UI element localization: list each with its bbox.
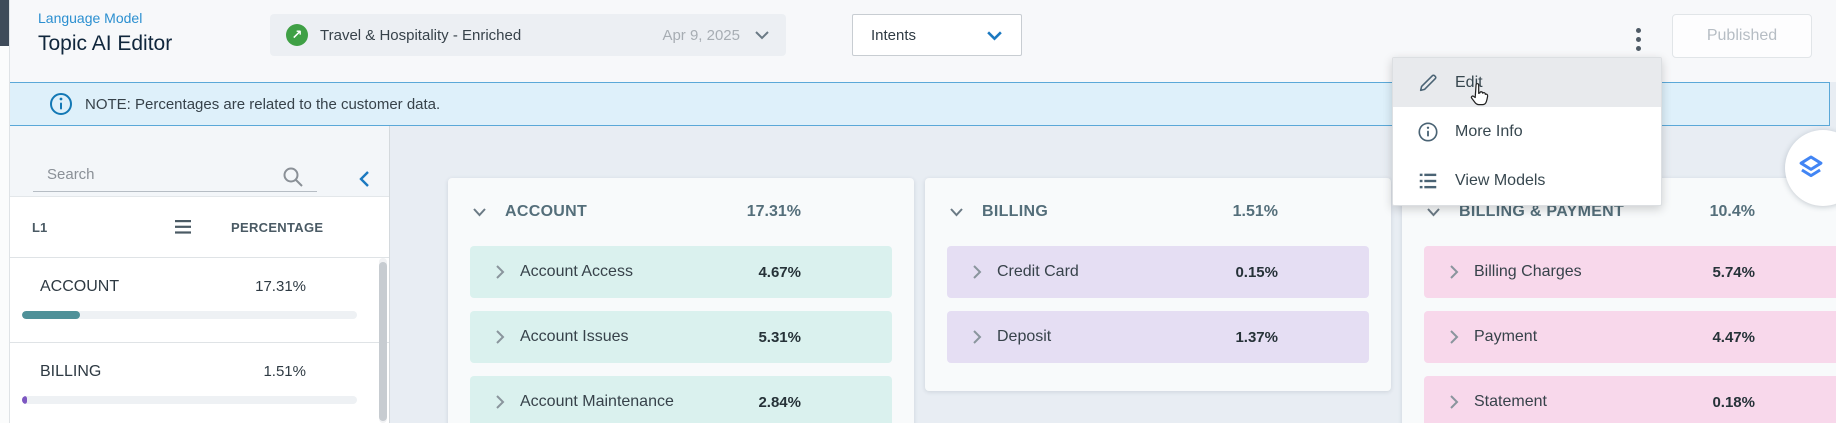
subtopic-value: 5.74% xyxy=(1712,263,1755,281)
breadcrumb-language-model[interactable]: Language Model xyxy=(38,10,143,26)
subtopic-row[interactable]: Credit Card 0.15% xyxy=(947,246,1369,298)
collapse-sidebar-icon[interactable] xyxy=(358,170,370,188)
info-icon xyxy=(50,93,72,115)
menu-item-label: View Models xyxy=(1455,171,1546,189)
subtopic-row[interactable]: Billing Charges 5.74% xyxy=(1424,246,1836,298)
chevron-right-icon[interactable] xyxy=(1449,329,1459,345)
topics-canvas: ACCOUNT 17.31% Account Access 4.67% Acco… xyxy=(390,126,1836,423)
scrollbar-thumb[interactable] xyxy=(379,262,387,421)
topic-label: BILLING xyxy=(40,363,102,380)
progress-track xyxy=(22,311,357,319)
progress-fill xyxy=(22,396,28,404)
subtopic-label: Billing Charges xyxy=(1474,263,1582,280)
topic-cards: ACCOUNT 17.31% Account Access 4.67% Acco… xyxy=(448,178,1836,423)
page-title: Topic AI Editor xyxy=(38,32,173,55)
card-header[interactable]: ACCOUNT 17.31% xyxy=(470,203,892,221)
subtopic-value: 1.37% xyxy=(1235,328,1278,346)
column-header-l1[interactable]: L1 xyxy=(32,219,48,235)
card-value: 1.51% xyxy=(1232,203,1278,220)
menu-item-edit[interactable]: Edit xyxy=(1393,58,1661,107)
info-icon xyxy=(1418,121,1438,142)
search-icon[interactable] xyxy=(282,166,304,188)
card-title: BILLING xyxy=(982,203,1049,220)
subtopic-value: 2.84% xyxy=(758,393,801,411)
pencil-icon xyxy=(1419,73,1437,91)
progress-track xyxy=(22,396,357,404)
menu-item-label: More Info xyxy=(1455,122,1523,140)
menu-item-view-models[interactable]: View Models xyxy=(1393,156,1661,205)
chevron-right-icon[interactable] xyxy=(972,264,982,280)
sidebar-list-header: L1 PERCENTAGE xyxy=(10,197,389,258)
subtopic-row[interactable]: Statement 0.18% xyxy=(1424,376,1836,423)
subtopic-label: Credit Card xyxy=(997,263,1079,280)
topic-label: ACCOUNT xyxy=(40,278,120,295)
context-menu: Edit More Info View Models xyxy=(1392,57,1662,206)
chevron-right-icon[interactable] xyxy=(1449,394,1459,410)
subtopic-row[interactable]: Payment 4.47% xyxy=(1424,311,1836,363)
left-nav-rail xyxy=(0,0,10,423)
left-nav-rail-top xyxy=(0,0,9,46)
chevron-right-icon[interactable] xyxy=(495,264,505,280)
chevron-right-icon[interactable] xyxy=(495,329,505,345)
card-value: 10.4% xyxy=(1709,203,1755,220)
column-header-percentage[interactable]: PERCENTAGE xyxy=(231,219,324,235)
subtopic-row[interactable]: Deposit 1.37% xyxy=(947,311,1369,363)
progress-fill xyxy=(22,311,80,319)
card-header[interactable]: BILLING 1.51% xyxy=(947,203,1369,221)
chevron-down-icon[interactable] xyxy=(472,207,487,217)
topics-sidebar: L1 PERCENTAGE ACCOUNT 17.31% BILLING 1.5… xyxy=(10,126,390,423)
column-menu-icon[interactable] xyxy=(175,220,191,234)
subtopic-row[interactable]: Account Maintenance 2.84% xyxy=(470,376,892,423)
more-options-kebab-icon[interactable] xyxy=(1628,28,1648,56)
subtopic-value: 0.18% xyxy=(1712,393,1755,411)
subtopic-value: 5.31% xyxy=(758,328,801,346)
chevron-down-icon[interactable] xyxy=(1426,207,1441,217)
chevron-down-icon xyxy=(755,31,769,40)
topic-card-billing: BILLING 1.51% Credit Card 0.15% Deposit … xyxy=(925,178,1391,391)
subtopic-row[interactable]: Account Access 4.67% xyxy=(470,246,892,298)
chevron-down-icon xyxy=(987,30,1002,40)
card-title: BILLING & PAYMENT xyxy=(1459,203,1625,220)
topic-value: 1.51% xyxy=(263,363,306,380)
card-value: 17.31% xyxy=(746,203,801,220)
topic-card-account: ACCOUNT 17.31% Account Access 4.67% Acco… xyxy=(448,178,914,423)
subtopic-label: Deposit xyxy=(997,328,1052,345)
subtopic-value: 4.47% xyxy=(1712,328,1755,346)
subtopic-value: 0.15% xyxy=(1235,263,1278,281)
card-title: ACCOUNT xyxy=(505,203,588,220)
sidebar-scrollbar[interactable] xyxy=(379,258,387,423)
model-selector[interactable]: ↗ Travel & Hospitality - Enriched Apr 9,… xyxy=(270,14,786,56)
model-date: Apr 9, 2025 xyxy=(662,26,740,44)
sidebar-row-billing[interactable]: BILLING 1.51% xyxy=(10,343,389,423)
sidebar-row-account[interactable]: ACCOUNT 17.31% xyxy=(10,258,389,343)
topic-value: 17.31% xyxy=(255,278,306,295)
subtopic-label: Account Access xyxy=(520,263,633,280)
chevron-right-icon[interactable] xyxy=(495,394,505,410)
top-header: Language Model Topic AI Editor ↗ Travel … xyxy=(0,0,1836,82)
subtopic-label: Account Issues xyxy=(520,328,629,345)
subtopic-row[interactable]: Account Issues 5.31% xyxy=(470,311,892,363)
topic-card-billing-payment: BILLING & PAYMENT 10.4% Billing Charges … xyxy=(1402,178,1836,423)
subtopic-label: Payment xyxy=(1474,328,1538,345)
view-type-value: Intents xyxy=(871,26,917,44)
note-text: NOTE: Percentages are related to the cus… xyxy=(85,95,441,113)
subtopic-value: 4.67% xyxy=(758,263,801,281)
chevron-right-icon[interactable] xyxy=(1449,264,1459,280)
subtopic-label: Statement xyxy=(1474,393,1547,410)
sidebar-search-section xyxy=(10,126,389,197)
menu-item-label: Edit xyxy=(1455,73,1483,91)
search-input[interactable] xyxy=(33,164,317,192)
view-type-dropdown[interactable]: Intents xyxy=(852,14,1022,56)
layers-icon xyxy=(1799,155,1823,178)
published-status-button[interactable]: Published xyxy=(1672,14,1812,58)
subtopic-label: Account Maintenance xyxy=(520,393,674,410)
card-header[interactable]: BILLING & PAYMENT 10.4% xyxy=(1424,203,1836,221)
list-icon xyxy=(1419,173,1437,188)
published-model-icon: ↗ xyxy=(286,24,308,46)
model-name: Travel & Hospitality - Enriched xyxy=(320,26,522,44)
chevron-right-icon[interactable] xyxy=(972,329,982,345)
menu-item-more-info[interactable]: More Info xyxy=(1393,107,1661,156)
chevron-down-icon[interactable] xyxy=(949,207,964,217)
